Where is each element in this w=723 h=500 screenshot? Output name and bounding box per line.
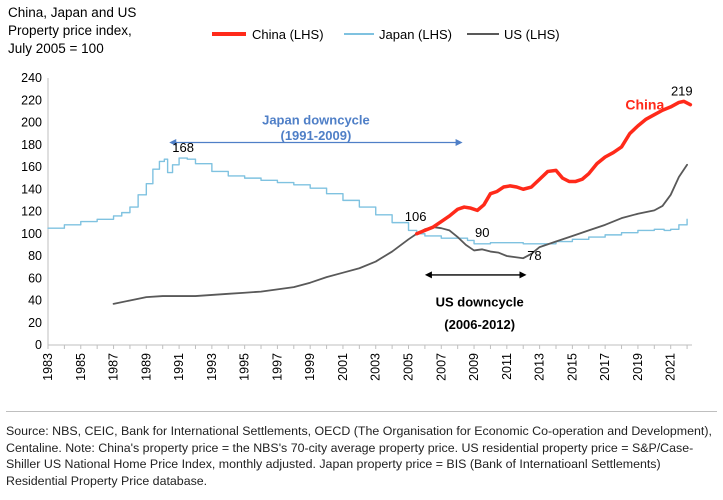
y-tick-label: 80	[28, 249, 42, 263]
x-tick-label: 2007	[434, 353, 448, 381]
x-tick-label: 2003	[369, 353, 383, 381]
divider	[6, 411, 717, 412]
us-downcycle-label: US downcycle	[436, 295, 524, 310]
legend-label-us: US (LHS)	[504, 27, 560, 42]
y-tick-label: 20	[28, 316, 42, 330]
us-downcycle-arrowhead-left	[424, 271, 432, 279]
japan-downcycle-label: Japan downcycle	[262, 112, 370, 127]
x-tick-label: 2021	[664, 353, 678, 381]
japan-downcycle-years: (1991-2009)	[281, 128, 352, 143]
annotations: Japan downcycle (1991-2009) US downcycle…	[169, 83, 693, 332]
series-line-japan	[47, 157, 688, 245]
us-trough-label: 78	[527, 248, 541, 263]
china-series-label: China	[625, 96, 664, 112]
y-tick-label: 100	[21, 227, 42, 241]
x-tick-label: 2011	[500, 353, 514, 380]
y-tick-label: 40	[28, 294, 42, 308]
legend: China (LHS) Japan (LHS) US (LHS)	[212, 27, 560, 42]
x-tick-label: 2013	[533, 353, 547, 381]
japan-peak-label: 168	[172, 140, 194, 155]
base-value-label: 106	[405, 209, 427, 224]
legend-label-japan: Japan (LHS)	[379, 27, 452, 42]
china-peak-label: 219	[671, 83, 693, 98]
series-layer	[47, 99, 693, 305]
y-tick-label: 120	[21, 205, 42, 219]
x-tick-label: 1997	[270, 353, 284, 381]
x-tick-label: 2015	[565, 353, 579, 381]
y-tick-label: 140	[21, 182, 42, 196]
y-tick-label: 180	[21, 138, 42, 152]
series-line-us	[112, 163, 688, 305]
x-tick-label: 1983	[41, 353, 55, 381]
series-line-china	[414, 99, 693, 236]
japan-downcycle-arrowhead-left	[169, 139, 177, 147]
x-tick-label: 1999	[303, 353, 317, 381]
japan-trough-label: 90	[475, 225, 489, 240]
chart-title-line-3: July 2005 = 100	[8, 41, 104, 56]
x-axis: 1983 1985 1987 1989 1991 1993 1995 1997 1999 2001…	[41, 344, 692, 381]
x-tick-label: 2001	[336, 353, 350, 381]
x-tick-label: 1995	[238, 353, 252, 381]
y-tick-label: 220	[21, 93, 42, 107]
x-tick-label: 1993	[205, 353, 219, 381]
source-note: Source: NBS, CEIC, Bank for Internationa…	[6, 424, 712, 488]
chart-title: China, Japan and US Property price index…	[8, 5, 136, 56]
property-price-chart: China, Japan and US Property price index…	[8, 5, 693, 381]
japan-downcycle-arrowhead-right	[455, 139, 463, 147]
y-tick-label: 200	[21, 116, 42, 130]
chart-title-line-2: Property price index,	[8, 23, 132, 38]
y-tick-label: 0	[35, 338, 42, 352]
x-tick-label: 2005	[402, 353, 416, 381]
x-tick-label: 1987	[107, 353, 121, 381]
x-tick-label: 1991	[172, 353, 186, 381]
x-tick-label: 2009	[467, 353, 481, 381]
legend-label-china: China (LHS)	[252, 27, 324, 42]
y-axis: 0 20 40 60 80 100 120 140 160 180 200 220 240	[21, 71, 49, 352]
us-downcycle-arrowhead-right	[519, 271, 527, 279]
y-tick-label: 240	[21, 71, 42, 85]
chart-title-line-1: China, Japan and US	[8, 5, 136, 20]
x-tick-label: 1989	[139, 353, 153, 381]
y-tick-label: 160	[21, 160, 42, 174]
x-tick-label: 1985	[74, 353, 88, 381]
x-tick-label: 2017	[598, 353, 612, 381]
us-downcycle-years: (2006-2012)	[444, 317, 515, 332]
y-tick-label: 60	[28, 271, 42, 285]
x-tick-label: 2019	[631, 353, 645, 381]
